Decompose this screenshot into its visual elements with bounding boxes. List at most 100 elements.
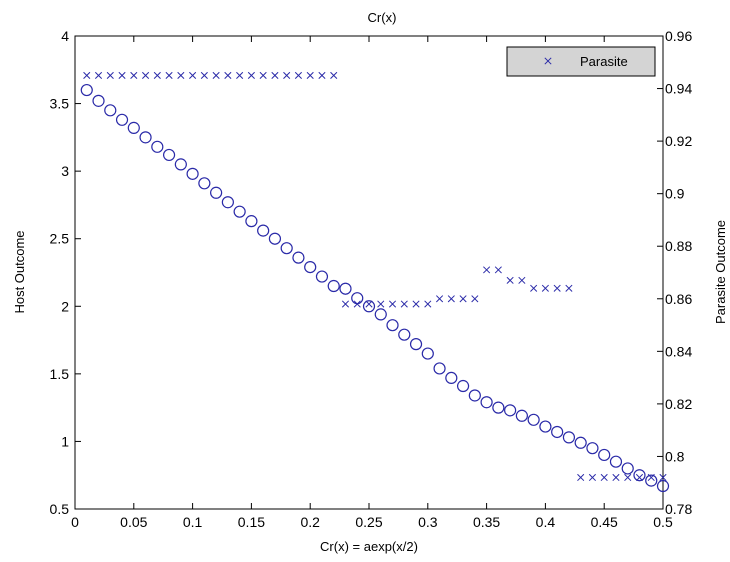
x-tick-label: 0.1 [183,514,203,530]
host-point [292,251,305,264]
x-tick-label: 0.2 [300,514,320,530]
chart-title: Cr(x) [368,10,397,25]
y-right-tick-label: 0.94 [665,81,692,97]
x-tick-label: 0.3 [418,514,438,530]
parasite-point [377,300,385,308]
parasite-point [130,71,138,79]
host-point [504,404,517,417]
parasite-point [365,300,373,308]
y-left-tick-label: 3 [61,163,69,179]
y-left-tick-label: 0.5 [50,501,70,517]
parasite-point [518,276,526,284]
host-point [362,300,376,313]
parasite-point [530,284,538,292]
parasite-point [659,473,667,482]
parasite-point [565,284,573,292]
parasite-point [577,473,585,482]
host-point [80,83,93,97]
host-series [80,83,670,493]
host-point [656,479,670,493]
y-right-tick-label: 0.96 [665,28,692,44]
host-point [574,436,587,449]
host-point [562,431,576,444]
parasite-point [236,71,244,79]
host-point [198,177,211,190]
x-tick-label: 0.4 [536,514,556,530]
parasite-point [200,71,208,79]
host-point [421,347,434,360]
host-point [339,282,352,295]
host-point [151,140,164,153]
host-point [551,425,564,439]
parasite-point [153,71,161,79]
y-right-tick-label: 0.82 [665,396,692,412]
host-point [233,205,246,218]
parasite-point [588,473,596,482]
parasite-point [506,276,514,284]
y-right-axis-ticks: 0.78 0.8 0.82 0.84 0.86 0.88 0.9 0.92 0.94 0.96 [657,28,692,517]
parasite-point [94,71,103,79]
legend-box [506,46,656,77]
legend: Parasite [506,46,656,77]
y-right-tick-label: 0.86 [665,291,692,307]
parasite-point [494,266,502,274]
host-point [456,379,470,393]
host-point [398,328,411,341]
y-left-axis-label: Host Outcome [12,230,27,313]
host-point [633,469,646,482]
host-point [480,396,493,409]
host-point [492,401,505,414]
host-point [92,94,105,107]
parasite-point [259,71,267,79]
parasite-point [471,295,479,303]
x-axis-ticks: 0 0.05 0.1 0.15 0.2 0.25 0.3 0.35 0.4 0.45 0.5 [71,36,673,530]
host-point [445,371,458,385]
host-point [327,279,340,293]
parasite-point [142,71,150,79]
host-point [115,113,129,126]
host-point [257,224,270,237]
parasite-point [353,300,361,308]
y-left-tick-label: 4 [61,28,69,44]
legend-x-marker [544,57,552,65]
host-point [245,215,258,228]
parasite-point [553,284,561,292]
y-left-tick-label: 3.5 [50,96,70,112]
y-left-tick-label: 1 [61,433,69,449]
y-right-tick-label: 0.8 [665,448,685,464]
parasite-point [294,71,302,79]
parasite-point [600,473,608,482]
host-point [304,260,317,274]
parasite-point [624,473,632,482]
host-point [598,448,611,462]
host-point [515,409,528,422]
parasite-point [447,295,455,303]
host-point [409,338,423,351]
parasite-point [330,71,338,79]
host-point [609,455,623,468]
x-tick-label: 0.35 [473,514,500,530]
host-point [539,420,552,433]
host-point [162,148,176,162]
parasite-point [612,473,620,482]
parasite-point [271,71,279,79]
y-right-tick-label: 0.9 [665,186,685,202]
parasite-point [306,71,314,79]
y-right-tick-label: 0.78 [665,501,692,517]
host-point [221,196,234,209]
host-point [433,362,446,375]
parasite-point [436,295,444,303]
parasite-point [647,473,655,482]
parasite-point [212,71,220,79]
parasite-point [189,71,197,79]
y-right-tick-label: 0.92 [665,133,692,149]
parasite-point [635,473,644,482]
parasite-point [118,71,126,79]
parasite-point [83,71,91,79]
parasite-point [177,71,185,79]
parasite-point [247,71,255,79]
parasite-point [424,300,432,308]
x-tick-label: 0.5 [653,514,673,530]
parasite-point [412,300,420,308]
y-right-tick-label: 0.84 [665,343,692,359]
